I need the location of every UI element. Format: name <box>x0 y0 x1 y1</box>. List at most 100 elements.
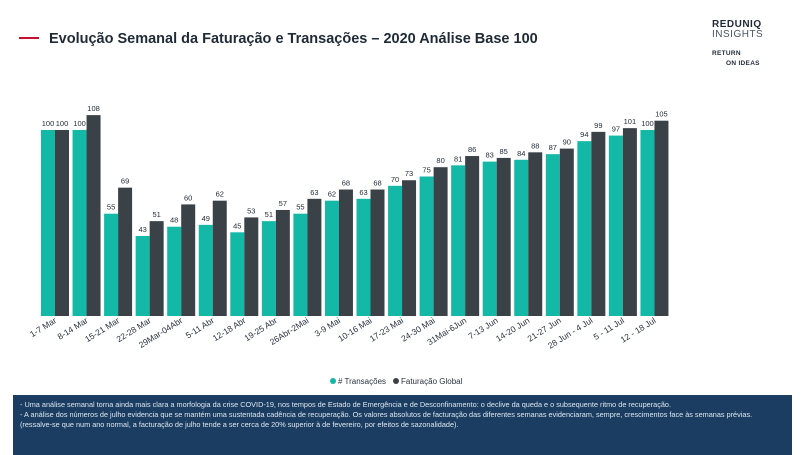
label-transacoes-5: 49 <box>202 214 210 223</box>
label-transacoes-9: 62 <box>328 190 336 199</box>
label-transacoes-15: 84 <box>517 149 525 158</box>
label-transacoes-2: 55 <box>107 203 115 212</box>
label-faturacao-1: 108 <box>87 104 100 113</box>
legend-transacoes-marker <box>330 378 336 384</box>
bar-faturacao-9 <box>338 189 353 316</box>
bar-transacoes-18 <box>608 135 623 316</box>
bar-faturacao-13 <box>465 156 480 316</box>
x-tick-label-10: 10-16 Mai <box>336 315 373 344</box>
bar-faturacao-8 <box>307 198 322 316</box>
bar-faturacao-6 <box>244 217 259 316</box>
page-title: Evolução Semanal da Faturação e Transaçõ… <box>49 31 538 47</box>
brand-name: REDUNIQ <box>712 19 762 30</box>
legend-faturacao-marker <box>393 378 399 384</box>
bar-faturacao-11 <box>402 180 417 316</box>
brand-subname: INSIGHTS <box>712 29 764 40</box>
bar-transacoes-12 <box>419 176 434 316</box>
bar-faturacao-15 <box>528 152 543 316</box>
label-transacoes-8: 55 <box>296 203 304 212</box>
label-transacoes-4: 48 <box>170 216 178 225</box>
note-line-1: - Uma análise semanal torna ainda mais c… <box>20 400 672 409</box>
label-faturacao-19: 105 <box>655 110 668 119</box>
bar-faturacao-5 <box>212 200 227 316</box>
bar-faturacao-12 <box>433 167 448 316</box>
bar-faturacao-16 <box>559 148 574 316</box>
brand-logo: REDUNIQ INSIGHTS RETURN ON IDEAS <box>712 20 782 69</box>
label-faturacao-5: 62 <box>216 190 224 199</box>
x-tick-label-6: 12-18 Abr <box>211 315 248 343</box>
bar-transacoes-13 <box>451 165 466 316</box>
bar-transacoes-14 <box>482 161 497 316</box>
bar-transacoes-15 <box>514 159 529 316</box>
label-faturacao-9: 68 <box>342 179 350 188</box>
label-faturacao-10: 68 <box>373 179 381 188</box>
brand-tagline-top: RETURN <box>712 50 741 57</box>
bar-transacoes-1 <box>72 130 87 316</box>
bar-transacoes-7 <box>261 221 276 316</box>
bar-transacoes-5 <box>198 224 213 316</box>
label-faturacao-8: 63 <box>310 188 318 197</box>
label-faturacao-4: 60 <box>184 193 192 202</box>
bar-transacoes-10 <box>356 198 371 316</box>
bar-transacoes-11 <box>388 185 403 316</box>
label-transacoes-7: 51 <box>265 210 273 219</box>
bar-faturacao-17 <box>591 131 606 316</box>
bar-transacoes-2 <box>104 213 119 316</box>
brand-tagline-bottom: ON IDEAS <box>726 60 760 67</box>
label-transacoes-16: 87 <box>549 143 557 152</box>
label-transacoes-10: 63 <box>359 188 367 197</box>
bar-transacoes-17 <box>577 141 592 316</box>
label-faturacao-6: 53 <box>247 206 255 215</box>
label-faturacao-14: 85 <box>500 147 508 156</box>
label-transacoes-0: 100 <box>42 119 55 128</box>
x-tick-label-0: 1-7 Mar <box>28 315 58 339</box>
label-transacoes-14: 83 <box>486 151 494 160</box>
x-tick-label-15: 14-20 Jun <box>494 315 532 344</box>
bar-transacoes-4 <box>167 226 182 316</box>
legend: # Transações Faturação Global <box>330 377 463 386</box>
label-faturacao-12: 80 <box>436 156 444 165</box>
bar-faturacao-7 <box>275 209 290 316</box>
label-transacoes-1: 100 <box>73 119 86 128</box>
bar-transacoes-3 <box>135 236 150 316</box>
legend-transacoes-label: # Transações <box>338 377 386 386</box>
label-faturacao-18: 101 <box>624 117 637 126</box>
label-faturacao-15: 88 <box>531 141 539 150</box>
x-tick-label-19: 12 - 18 Jul <box>619 315 658 345</box>
label-transacoes-3: 43 <box>138 225 146 234</box>
bar-faturacao-4 <box>181 204 196 316</box>
bar-faturacao-2 <box>118 187 133 316</box>
notes-panel: - Uma análise semanal torna ainda mais c… <box>13 395 792 455</box>
label-transacoes-6: 45 <box>233 221 241 230</box>
label-transacoes-17: 94 <box>580 130 588 139</box>
label-faturacao-2: 69 <box>121 177 129 186</box>
legend-faturacao-label: Faturação Global <box>401 377 463 386</box>
note-line-2: - A análise dos números de julho evidenc… <box>20 410 753 430</box>
title-accent-line <box>19 37 39 39</box>
label-transacoes-13: 81 <box>454 154 462 163</box>
bar-transacoes-6 <box>230 232 245 316</box>
label-transacoes-11: 70 <box>391 175 399 184</box>
bar-faturacao-1 <box>86 115 101 317</box>
bar-transacoes-8 <box>293 213 308 316</box>
bar-faturacao-10 <box>370 189 385 316</box>
bar-transacoes-0 <box>41 130 55 316</box>
bar-transacoes-19 <box>640 130 655 316</box>
label-faturacao-17: 99 <box>594 121 602 130</box>
bar-transacoes-16 <box>545 154 560 316</box>
bar-faturacao-0 <box>55 130 69 316</box>
label-faturacao-13: 86 <box>468 145 476 154</box>
label-faturacao-0: 100 <box>56 119 69 128</box>
bar-faturacao-18 <box>622 128 637 316</box>
label-transacoes-19: 100 <box>641 119 654 128</box>
x-tick-label-2: 15-21 Mar <box>83 315 121 344</box>
label-faturacao-3: 51 <box>152 210 160 219</box>
bar-faturacao-3 <box>149 221 164 316</box>
label-transacoes-12: 75 <box>422 166 430 175</box>
bar-transacoes-9 <box>324 200 339 316</box>
x-tick-label-11: 17-23 Mai <box>368 315 405 344</box>
label-faturacao-16: 90 <box>563 138 571 147</box>
